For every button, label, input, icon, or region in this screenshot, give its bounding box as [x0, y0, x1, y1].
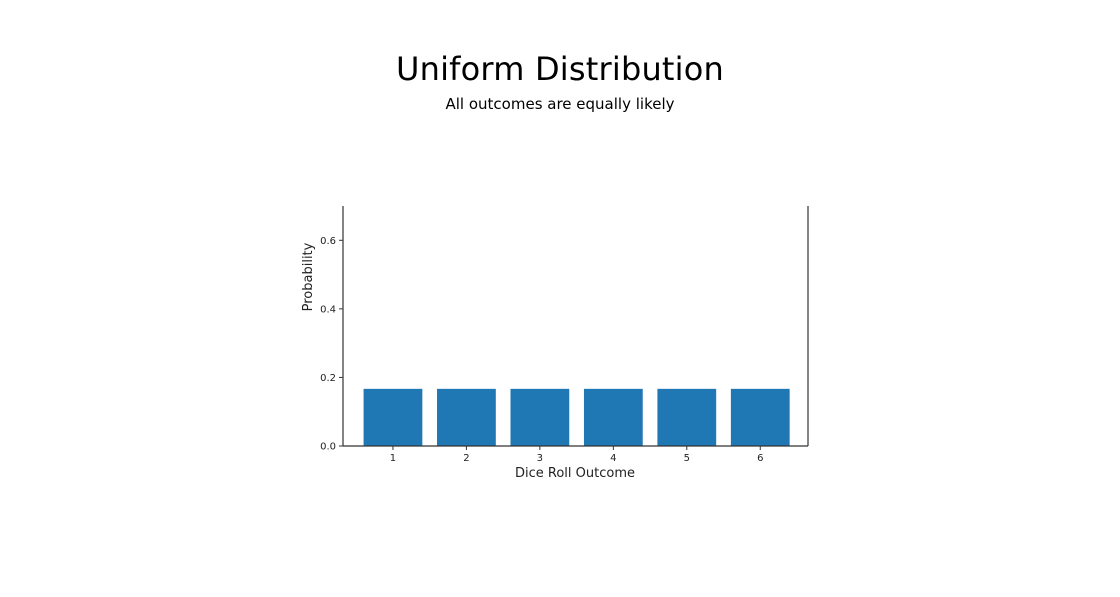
bar-3	[510, 388, 570, 446]
bars-layer	[363, 388, 790, 446]
bar-4	[583, 388, 643, 446]
bar-1	[363, 388, 423, 446]
y-tick-label: 0.6	[320, 236, 336, 247]
x-tick-label: 6	[757, 453, 763, 464]
slide-subtitle: All outcomes are equally likely	[445, 95, 675, 113]
y-tick-label: 0.0	[320, 442, 336, 453]
x-tick-label: 2	[463, 453, 469, 464]
bar-2	[437, 388, 496, 446]
y-tick-label: 0.4	[320, 304, 336, 315]
y-axis-label: Probability	[301, 242, 316, 311]
x-tick-label: 4	[610, 453, 616, 464]
slide-title: Uniform Distribution	[395, 50, 725, 88]
axes-layer	[342, 206, 809, 447]
x-tick-label: 5	[684, 453, 690, 464]
y-tick-label: 0.2	[320, 373, 336, 384]
x-axis-label: Dice Roll Outcome	[515, 466, 635, 481]
bar-6	[730, 388, 790, 446]
ticks-layer: 1 2 3 4 5 6 0.0 0.2 0.4 0.6	[320, 236, 763, 464]
x-tick-label: 1	[390, 453, 396, 464]
bar-5	[657, 388, 717, 446]
x-tick-label: 3	[537, 453, 543, 464]
